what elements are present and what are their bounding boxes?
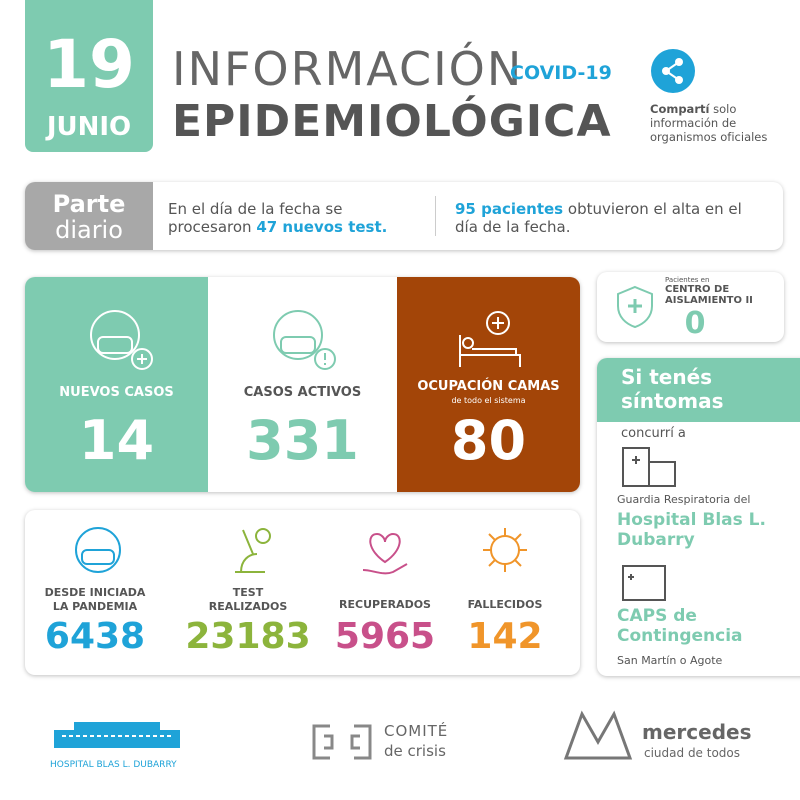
mask-icon: [90, 310, 153, 370]
parte-bar: Parte diario En el día de la fecha se pr…: [25, 182, 783, 250]
title-line1: INFORMACIÓN: [172, 42, 524, 96]
tag: COVID-19: [510, 62, 612, 84]
place1: Hospital Blas L. Dubarry: [617, 510, 766, 550]
city: mercedes: [642, 720, 752, 744]
isolation-card: Pacientes en CENTRO DE AISLAMIENTO II 0: [597, 272, 784, 342]
hospital-name: HOSPITAL BLAS L. DUBARRY: [50, 760, 177, 770]
parte-left: En el día de la fecha se procesaron 47 n…: [168, 200, 418, 236]
parte-right-text: obtuvieron el alta en el día de la fecha…: [455, 200, 742, 236]
share-icon[interactable]: [650, 48, 696, 94]
total-pandemic: DESDE INICIADA LA PANDEMIA 6438: [25, 510, 165, 675]
parte-label: Parte diario: [25, 182, 153, 250]
parte-left-highlight: 47 nuevos test.: [256, 218, 388, 236]
hospital-logo: [54, 722, 180, 748]
place2-sub: San Martín o Agote: [617, 654, 723, 667]
place1-pre: Guardia Respiratoria del: [617, 493, 751, 506]
title-line2: EPIDEMIOLÓGICA: [172, 96, 612, 147]
parte-left-text: En el día de la fecha se procesaron: [168, 200, 343, 236]
symptoms-header: Si tenés síntomas: [597, 358, 800, 422]
symptoms-card: Si tenés síntomas concurrí a Guardia Res…: [597, 358, 800, 676]
date-box: 19 JUNIO: [25, 0, 153, 152]
building-icon: [622, 565, 666, 601]
total-recovered: RECUPERADOS 5965: [325, 510, 445, 675]
share-bold: Compartí: [650, 102, 710, 116]
day: 19: [43, 26, 135, 103]
shield-icon: [617, 285, 653, 329]
heart-icon: [362, 532, 408, 575]
symptoms-title: Si tenés síntomas: [621, 365, 724, 413]
virus-icon: [483, 528, 527, 572]
place2: CAPS de Contingencia: [617, 606, 743, 646]
stat-label: NUEVOS CASOS: [59, 385, 174, 400]
isolation-value: 0: [684, 306, 706, 341]
totals-card: DESDE INICIADA LA PANDEMIA 6438 TEST REA…: [25, 510, 580, 675]
stat-value: 331: [246, 409, 359, 472]
symptoms-sub: concurrí a: [621, 426, 686, 441]
total-label: DESDE INICIADA LA PANDEMIA: [44, 586, 146, 613]
parte-label2: diario: [55, 216, 123, 244]
comite-line1: COMITÉ: [384, 722, 449, 740]
parte-right: 95 pacientes obtuvieron el alta en el dí…: [455, 200, 755, 236]
total-value: 23183: [185, 616, 311, 657]
stat-label: CASOS ACTIVOS: [243, 385, 362, 400]
stat-value: 80: [450, 409, 527, 472]
comite-line2: de crisis: [384, 742, 446, 760]
stat-value: 14: [78, 409, 155, 472]
parte-label1: Parte: [52, 190, 126, 218]
stat-sublabel: de todo el sistema: [451, 396, 526, 405]
total-label: FALLECIDOS: [467, 598, 543, 611]
stat-beds: OCUPACIÓN CAMAS de todo el sistema 80: [397, 277, 580, 492]
stats-card: NUEVOS CASOS 14 CASOS ACTIVOS 331 OCUPAC…: [25, 277, 580, 492]
microscope-icon: [235, 528, 271, 573]
parte-right-highlight: 95 pacientes: [455, 200, 564, 218]
comite-logo: [312, 724, 372, 760]
total-value: 6438: [44, 616, 146, 657]
stat-label: OCUPACIÓN CAMAS: [417, 379, 560, 394]
mercedes-logo: [563, 710, 633, 760]
stat-new: NUEVOS CASOS 14: [25, 277, 208, 492]
bed-icon: [459, 311, 521, 367]
city-sub: ciudad de todos: [644, 746, 741, 760]
month: JUNIO: [46, 112, 132, 142]
share-text: solo información de organismos oficiales: [650, 102, 768, 144]
total-tests: TEST REALIZADOS 23183: [173, 510, 323, 675]
total-value: 5965: [334, 616, 436, 657]
isolation-small: Pacientes en: [665, 276, 710, 284]
mask-icon: [75, 527, 121, 573]
share-note: Compartí solo información de organismos …: [650, 102, 790, 144]
isolation-label: CENTRO DE AISLAMIENTO II: [665, 284, 753, 306]
mask-icon: [273, 310, 336, 370]
total-value: 142: [467, 616, 543, 657]
stat-active: CASOS ACTIVOS 331: [208, 277, 397, 492]
divider: [435, 196, 436, 236]
total-label: TEST REALIZADOS: [208, 586, 288, 613]
total-label: RECUPERADOS: [339, 598, 431, 611]
building-icon: [622, 447, 676, 487]
total-deaths: FALLECIDOS 142: [450, 510, 560, 675]
